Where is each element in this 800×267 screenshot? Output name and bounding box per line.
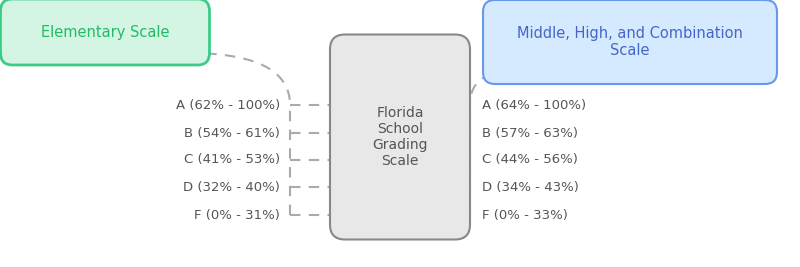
Text: C (44% - 56%): C (44% - 56%) [482,154,578,167]
FancyBboxPatch shape [483,0,777,84]
Text: A (62% - 100%): A (62% - 100%) [176,99,280,112]
Text: B (57% - 63%): B (57% - 63%) [482,127,578,139]
Text: Middle, High, and Combination
Scale: Middle, High, and Combination Scale [517,26,743,58]
Text: A (64% - 100%): A (64% - 100%) [482,99,586,112]
FancyBboxPatch shape [330,34,470,239]
Text: Elementary Scale: Elementary Scale [41,25,170,40]
Text: F (0% - 33%): F (0% - 33%) [482,209,568,222]
Text: D (32% - 40%): D (32% - 40%) [183,180,280,194]
Text: C (41% - 53%): C (41% - 53%) [184,154,280,167]
Text: D (34% - 43%): D (34% - 43%) [482,180,579,194]
Text: Florida
School
Grading
Scale: Florida School Grading Scale [372,106,428,168]
Text: B (54% - 61%): B (54% - 61%) [184,127,280,139]
Text: F (0% - 31%): F (0% - 31%) [194,209,280,222]
FancyBboxPatch shape [1,0,210,65]
